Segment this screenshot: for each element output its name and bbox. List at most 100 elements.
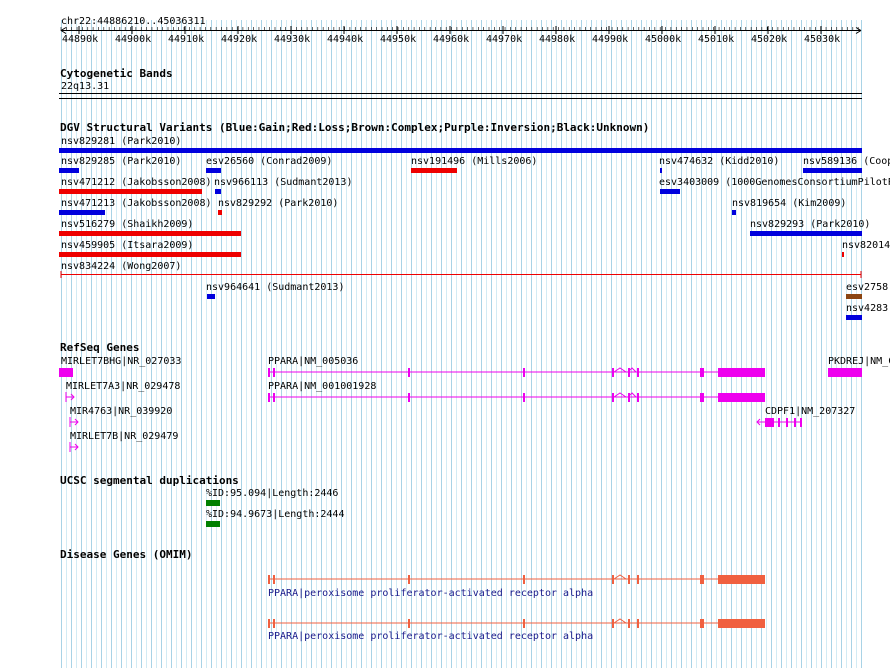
ruler-tick-label: 44910k: [168, 34, 205, 45]
dgv-feature-label[interactable]: nsv471213 (Jakobsson2008): [61, 198, 212, 209]
ppara-nm005036-exon: [273, 368, 275, 377]
dgv-bar: [59, 231, 241, 236]
ppara-nm005036-exon: [718, 368, 765, 377]
dgv-feature-label[interactable]: nsv4283: [846, 303, 889, 314]
section-title-refseq: RefSeq Genes: [60, 341, 140, 354]
dgv-feature-label[interactable]: nsv829292 (Park2010): [218, 198, 339, 209]
segdup-bar: [206, 500, 220, 506]
dgv-feature-label[interactable]: nsv829281 (Park2010): [61, 136, 182, 147]
dgv-feature-label[interactable]: nsv589136 (Coop: [803, 156, 890, 167]
ruler-tick-label: 44990k: [592, 34, 629, 45]
cdpf1-exon: [778, 418, 780, 427]
dgv-feature-label[interactable]: nsv516279 (Shaikh2009): [61, 219, 194, 230]
dgv-bar: [207, 294, 215, 299]
ppara-nm005036-exon: [612, 368, 614, 377]
ppara-nm005036-intron: [613, 367, 637, 373]
ppara-nm005036-exon: [268, 368, 270, 377]
ruler-tick-label: 44930k: [274, 34, 311, 45]
dgv-bar: [59, 252, 241, 257]
segdup-label[interactable]: %ID:94.9673|Length:2444: [206, 509, 345, 520]
mirna-gene: [69, 417, 79, 427]
omim-exon: [612, 619, 614, 628]
omim-exon: [612, 575, 614, 584]
dgv-feature-label[interactable]: nsv964641 (Sudmant2013): [206, 282, 345, 293]
dgv-feature-label[interactable]: nsv191496 (Mills2006): [411, 156, 538, 167]
dgv-bar: [842, 252, 844, 257]
ruler-tick-label: 44950k: [380, 34, 417, 45]
gene-label[interactable]: PPARA|NM_001001928: [268, 381, 377, 392]
ruler-tick-label: 45030k: [804, 34, 841, 45]
ruler-tick-label: 44960k: [433, 34, 470, 45]
dgv-bar: [846, 294, 862, 299]
dgv-feature-label[interactable]: nsv459905 (Itsara2009): [61, 240, 194, 251]
dgv-bar: [803, 168, 862, 173]
gene-label[interactable]: MIRLET7B|NR_029479: [70, 431, 179, 442]
dgv-bar: [411, 168, 457, 173]
omim-exon: [268, 619, 270, 628]
omim-label[interactable]: PPARA|peroxisome proliferator-activated …: [268, 631, 594, 642]
ppara-nm005036-exon: [523, 368, 525, 377]
segdup-label[interactable]: %ID:95.094|Length:2446: [206, 488, 339, 499]
gene-label[interactable]: MIRLET7BHG|NR_027033: [61, 356, 182, 367]
ruler-tick-label: 44920k: [221, 34, 258, 45]
dgv-feature-label[interactable]: nsv819654 (Kim2009): [732, 198, 847, 209]
omim-exon: [408, 575, 410, 584]
dgv-bar: [59, 148, 862, 153]
ppara-nm001001928-exon: [612, 393, 614, 402]
cdpf1-exon: [765, 418, 774, 427]
ppara-nm001001928-exon: [408, 393, 410, 402]
ruler-tick-label: 45010k: [698, 34, 735, 45]
gene-exon: [828, 368, 862, 377]
dgv-bar: [660, 168, 662, 173]
dgv-bar: [846, 315, 862, 320]
omim-intron: [613, 618, 627, 624]
dgv-feature-label[interactable]: esv3403009 (1000GenomesConsortiumPilotP: [659, 177, 890, 188]
ppara-nm001001928-exon: [523, 393, 525, 402]
gene-label[interactable]: MIRLET7A3|NR_029478: [66, 381, 181, 392]
omim-exon: [628, 619, 630, 628]
cytoband-label: 22q13.31: [61, 81, 110, 92]
dgv-bar: [215, 189, 221, 194]
dgv-feature-label[interactable]: nsv966113 (Sudmant2013): [214, 177, 353, 188]
dgv-feature-label[interactable]: nsv829285 (Park2010): [61, 156, 182, 167]
dgv-feature-label[interactable]: nsv82014: [842, 240, 890, 251]
omim-label[interactable]: PPARA|peroxisome proliferator-activated …: [268, 588, 594, 599]
omim-exon: [523, 575, 525, 584]
gene-label[interactable]: MIR4763|NR_039920: [70, 406, 173, 417]
dgv-bar: [732, 210, 736, 215]
omim-exon: [700, 619, 704, 628]
omim-exon: [637, 575, 639, 584]
ppara-nm001001928-exon: [718, 393, 765, 402]
omim-exon: [408, 619, 410, 628]
omim-exon: [523, 619, 525, 628]
dgv-feature-label[interactable]: nsv471212 (Jakobsson2008): [61, 177, 212, 188]
mirna-gene: [65, 392, 75, 402]
ppara-nm001001928-exon: [273, 393, 275, 402]
dgv-bar: [59, 168, 79, 173]
ppara-nm001001928-exon: [628, 393, 630, 402]
ppara-nm001001928-exon: [637, 393, 639, 402]
gene-label[interactable]: PPARA|NM_005036: [268, 356, 359, 367]
dgv-feature-label[interactable]: nsv834224 (Wong2007): [61, 261, 182, 272]
ruler-tick-label: 44900k: [115, 34, 152, 45]
ppara-nm001001928-exon: [700, 393, 704, 402]
segdup-bar: [206, 521, 220, 527]
gene-label[interactable]: CDPF1|NM_207327: [765, 406, 856, 417]
omim-exon: [273, 575, 275, 584]
section-title-dgv: DGV Structural Variants (Blue:Gain;Red:L…: [60, 121, 650, 134]
ppara-nm001001928-intron: [613, 392, 637, 398]
dgv-feature-label[interactable]: esv26560 (Conrad2009): [206, 156, 333, 167]
cdpf1-exon: [786, 418, 788, 427]
dgv-feature-label[interactable]: nsv474632 (Kidd2010): [659, 156, 780, 167]
ruler-location: chr22:44886210..45036311: [61, 16, 206, 27]
ruler-tick-label: 44980k: [539, 34, 576, 45]
gene-label[interactable]: PKDREJ|NM_C: [828, 356, 890, 367]
dgv-bar: [59, 189, 202, 194]
omim-exon: [718, 575, 765, 584]
dgv-bar: [666, 189, 673, 194]
dgv-bar: [206, 168, 221, 173]
dgv-feature-label[interactable]: nsv829293 (Park2010): [750, 219, 871, 230]
dgv-feature-label[interactable]: esv2758: [846, 282, 889, 293]
cdpf1-exon: [794, 418, 796, 427]
section-title-segdup: UCSC segmental duplications: [60, 474, 239, 487]
